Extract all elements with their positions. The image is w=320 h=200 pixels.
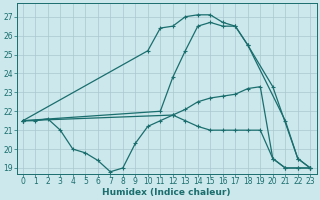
X-axis label: Humidex (Indice chaleur): Humidex (Indice chaleur) [102, 188, 231, 197]
